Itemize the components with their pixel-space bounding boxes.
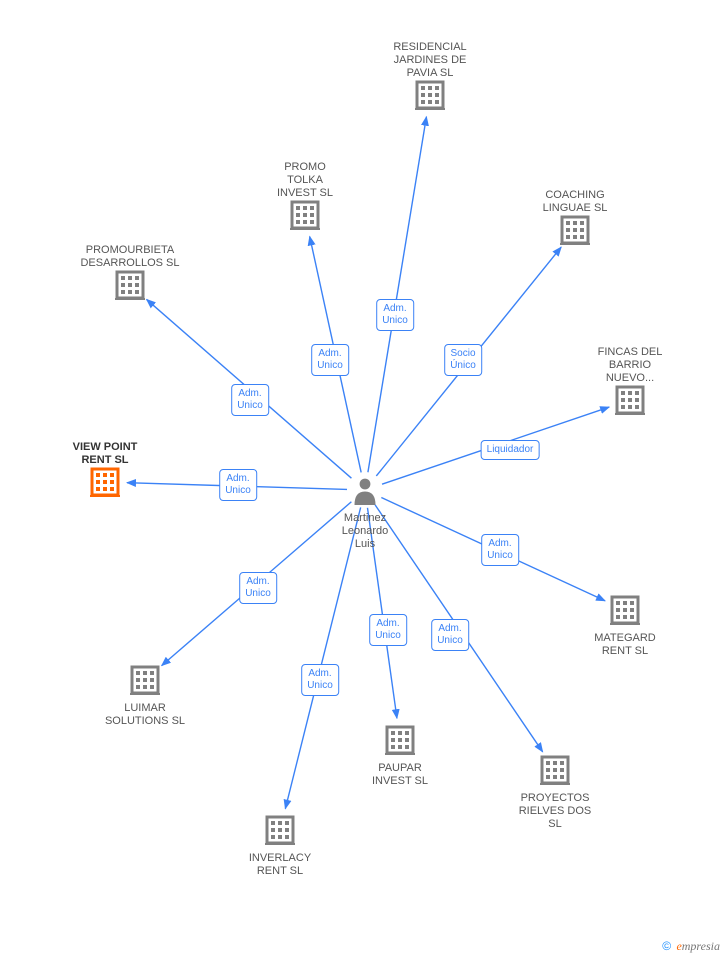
company-node[interactable]: LUIMARSOLUTIONS SL (75, 665, 215, 728)
brand-rest: mpresia (682, 939, 720, 953)
building-icon (35, 467, 175, 501)
company-node[interactable]: FINCAS DELBARRIONUEVO... (560, 343, 700, 419)
building-icon (75, 665, 215, 699)
node-label: PROMOURBIETADESARROLLOS SL (60, 244, 200, 270)
person-node[interactable]: MartinezLeonardoLuis (295, 475, 435, 551)
node-label: FINCAS DELBARRIONUEVO... (560, 346, 700, 385)
company-node[interactable]: VIEW POINTRENT SL (35, 438, 175, 501)
edge-label: Adm.Unico (311, 344, 349, 376)
company-node[interactable]: MATEGARDRENT SL (555, 595, 695, 658)
node-label: LUIMARSOLUTIONS SL (75, 702, 215, 728)
person-icon (295, 475, 435, 509)
company-node[interactable]: PROMOURBIETADESARROLLOS SL (60, 241, 200, 304)
building-icon (555, 595, 695, 629)
building-icon (360, 80, 500, 114)
node-label: MATEGARDRENT SL (555, 632, 695, 658)
company-node[interactable]: INVERLACYRENT SL (210, 815, 350, 878)
company-node[interactable]: COACHINGLINGUAE SL (505, 186, 645, 249)
building-icon (60, 270, 200, 304)
node-label: PROMOTOLKAINVEST SL (235, 161, 375, 200)
building-icon (210, 815, 350, 849)
node-label: COACHINGLINGUAE SL (505, 189, 645, 215)
edge-label: Adm.Unico (376, 299, 414, 331)
building-icon (560, 385, 700, 419)
edge-label: Adm.Unico (301, 664, 339, 696)
edge-label: Adm.Unico (219, 469, 257, 501)
edge-line (368, 117, 427, 473)
building-icon (235, 200, 375, 234)
footer-watermark: © empresia (662, 939, 720, 954)
edge-label: Adm.Unico (369, 614, 407, 646)
network-diagram: MartinezLeonardoLuis RESIDENCIALJARDINES … (0, 0, 728, 960)
edge-label: Adm.Unico (481, 534, 519, 566)
node-label: PROYECTOSRIELVES DOSSL (485, 792, 625, 831)
company-node[interactable]: RESIDENCIALJARDINES DEPAVIA SL (360, 38, 500, 114)
node-label: RESIDENCIALJARDINES DEPAVIA SL (360, 41, 500, 80)
company-node[interactable]: PROMOTOLKAINVEST SL (235, 158, 375, 234)
edge-label: Adm.Unico (239, 572, 277, 604)
node-label: INVERLACYRENT SL (210, 852, 350, 878)
node-label: PAUPARINVEST SL (330, 762, 470, 788)
edge-label: Adm.Unico (431, 619, 469, 651)
building-icon (330, 725, 470, 759)
copyright-symbol: © (662, 939, 671, 953)
node-label: VIEW POINTRENT SL (35, 441, 175, 467)
edge-label: Adm.Unico (231, 384, 269, 416)
company-node[interactable]: PAUPARINVEST SL (330, 725, 470, 788)
building-icon (505, 215, 645, 249)
node-label: MartinezLeonardoLuis (295, 512, 435, 551)
building-icon (485, 755, 625, 789)
edge-label: Liquidador (481, 440, 540, 460)
edge-label: SocioÚnico (444, 344, 482, 376)
company-node[interactable]: PROYECTOSRIELVES DOSSL (485, 755, 625, 831)
